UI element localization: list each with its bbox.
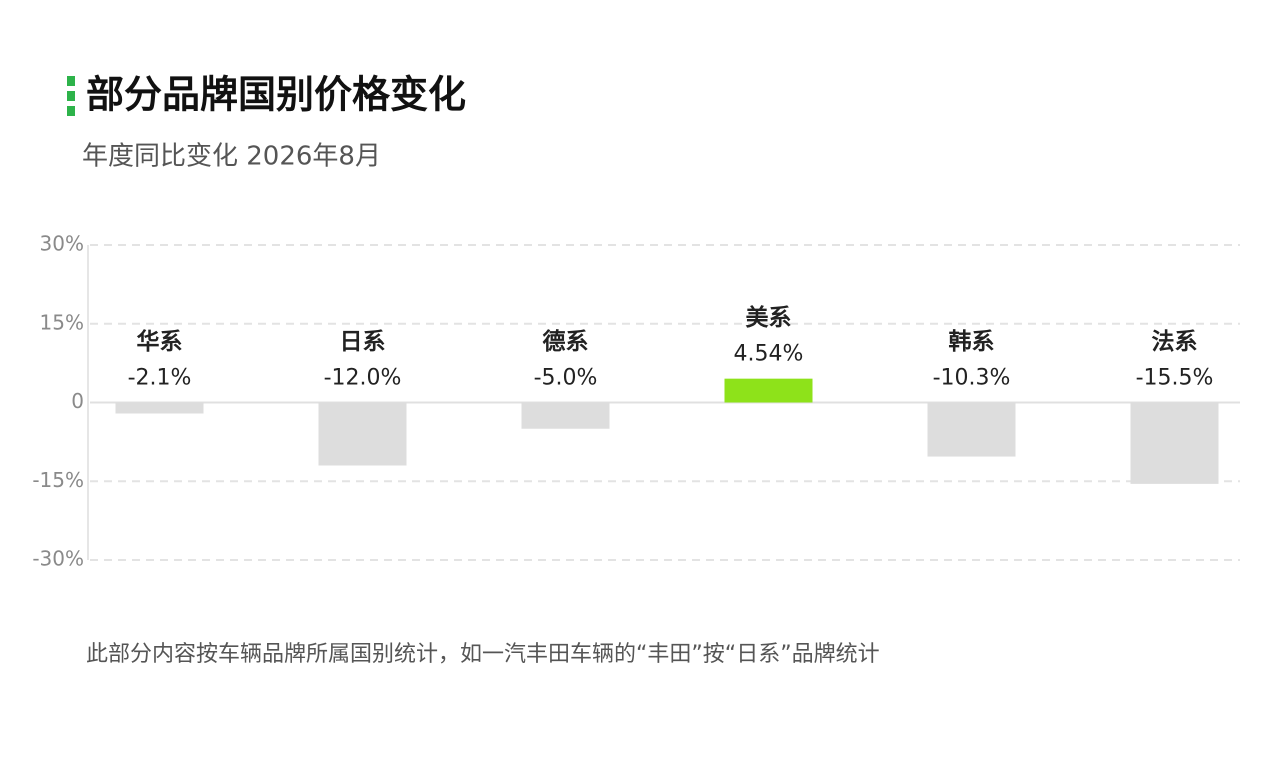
- value-label: -12.0%: [324, 366, 402, 391]
- chart-title: 部分品牌国别价格变化: [86, 72, 466, 117]
- y-tick-label: 0: [71, 389, 84, 413]
- bar: [521, 402, 610, 429]
- value-label: -15.5%: [1136, 366, 1214, 391]
- value-label: -2.1%: [128, 366, 192, 391]
- category-label: 日系: [340, 329, 386, 355]
- category-label: 韩系: [949, 328, 995, 355]
- bar: [927, 402, 1016, 457]
- y-tick-label: -15%: [32, 468, 84, 492]
- title-marker: [67, 91, 75, 101]
- y-tick-label: 15%: [40, 310, 84, 334]
- value-label: -10.3%: [933, 366, 1011, 391]
- category-label: 德系: [543, 328, 589, 355]
- bar: [1130, 402, 1219, 484]
- chart-subtitle: 年度同比变化 2026年8月: [82, 142, 381, 172]
- category-label: 美系: [746, 304, 792, 331]
- bar: [318, 402, 407, 466]
- footnote: 此部分内容按车辆品牌所属国别统计，如一汽丰田车辆的“丰田”按“日系”品牌统计: [86, 642, 880, 667]
- y-tick-label: -30%: [32, 547, 84, 571]
- bar: [724, 378, 813, 403]
- category-label: 法系: [1152, 329, 1198, 355]
- category-label: 华系: [137, 328, 183, 355]
- value-label: 4.54%: [734, 342, 804, 367]
- title-marker: [67, 76, 75, 86]
- y-tick-label: 30%: [40, 232, 84, 256]
- bar: [115, 402, 204, 414]
- title-marker: [67, 106, 75, 116]
- value-label: -5.0%: [534, 366, 598, 391]
